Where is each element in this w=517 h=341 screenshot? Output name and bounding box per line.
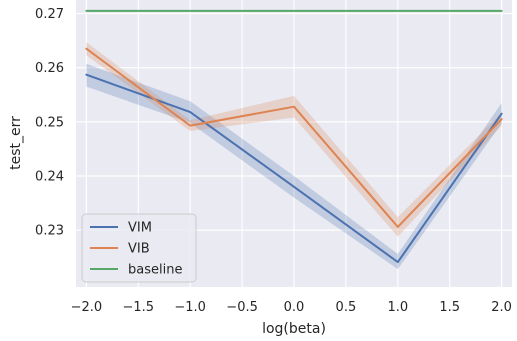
x-tick-label: −1.5 [122, 300, 154, 315]
x-tick-label: 2.0 [491, 300, 512, 315]
x-tick-label: 1.0 [387, 300, 408, 315]
x-tick-label: −1.0 [174, 300, 206, 315]
legend: VIM VIB baseline [81, 213, 197, 283]
vib-legend-label: VIB [128, 242, 150, 257]
y-tick-label: 0.26 [35, 61, 64, 76]
y-tick-labels: 0.23 0.24 0.25 0.26 0.27 [35, 7, 64, 239]
grid [76, 0, 512, 287]
y-tick-label: 0.24 [35, 169, 64, 184]
legend-box [81, 213, 197, 283]
series-lines [85, 9, 503, 264]
baseline-legend-label: baseline [128, 263, 182, 278]
vim-legend-label: VIM [128, 221, 152, 236]
x-tick-label: −0.5 [226, 300, 258, 315]
x-tick-labels: −2.0 −1.5 −1.0 −0.5 0.0 0.5 1.0 1.5 2.0 [71, 300, 512, 315]
x-tick-label: −2.0 [71, 300, 103, 315]
x-tick-label: 0.5 [336, 300, 357, 315]
vim-confidence-band [86, 63, 502, 270]
y-tick-label: 0.23 [35, 224, 64, 239]
vib-line [85, 47, 503, 228]
y-tick-label: 0.25 [35, 115, 64, 130]
y-tick-label: 0.27 [35, 7, 64, 22]
x-tick-label: 0.0 [284, 300, 305, 315]
x-axis-label: log(beta) [262, 321, 326, 337]
x-tick-label: 1.5 [439, 300, 460, 315]
y-axis-label: test_err [8, 116, 24, 170]
confidence-bands [86, 42, 502, 270]
